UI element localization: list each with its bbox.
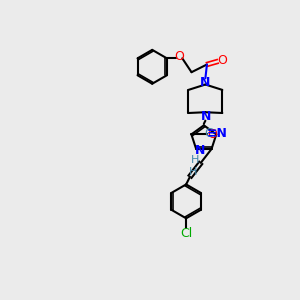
Text: O: O — [218, 54, 227, 67]
Text: N: N — [201, 110, 211, 123]
Text: H: H — [189, 167, 197, 177]
Text: Cl: Cl — [180, 227, 192, 240]
Text: O: O — [208, 128, 218, 141]
Text: N: N — [200, 76, 211, 89]
Text: O: O — [174, 50, 184, 63]
Text: ≡N: ≡N — [206, 127, 227, 140]
Text: H: H — [191, 155, 200, 165]
Text: N: N — [195, 144, 205, 157]
Text: C: C — [205, 127, 214, 140]
